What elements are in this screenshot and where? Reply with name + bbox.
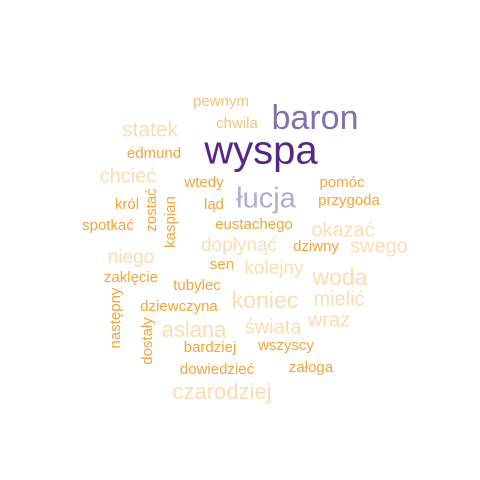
word-chcieć: chcieć: [100, 165, 157, 187]
word-zaklęcie: zaklęcie: [104, 269, 158, 286]
word-niego: niego: [108, 247, 155, 268]
word-wraz: wraz: [307, 309, 350, 331]
word-dopłynąć: dopłynąć: [201, 235, 277, 256]
word-bardziej: bardziej: [184, 339, 237, 356]
word-przygoda: przygoda: [318, 192, 380, 209]
word-spotkać: spotkać: [82, 217, 134, 234]
word-król: król: [115, 196, 139, 213]
word-świata: świata: [245, 316, 303, 338]
word-tubylec: tubylec: [173, 277, 221, 294]
word-woda: woda: [312, 264, 368, 290]
word-aslana: aslana: [162, 317, 228, 342]
word-załoga: załoga: [289, 359, 334, 376]
word-wtedy: wtedy: [183, 174, 224, 191]
word-eustachego: eustachego: [215, 216, 293, 233]
word-dziwny: dziwny: [293, 238, 339, 255]
word-edmund: edmund: [127, 145, 181, 162]
word-dziewczyna: dziewczyna: [140, 298, 218, 315]
word-mielić: mielić: [313, 288, 364, 310]
word-sen: sen: [210, 256, 234, 273]
word-pewnym: pewnym: [193, 93, 249, 110]
word-wyspa: wyspa: [203, 129, 318, 173]
word-statek: statek: [122, 119, 179, 142]
word-wszyscy: wszyscy: [257, 337, 314, 354]
word-pomóc: pomóc: [319, 174, 365, 191]
word-swego: swego: [350, 235, 408, 257]
word-zostać: zostać: [143, 188, 160, 232]
word-ląd: ląd: [204, 196, 224, 213]
word-dostały: dostały: [139, 317, 156, 365]
word-okazać: okazać: [311, 219, 374, 241]
word-kaspian: kaspian: [162, 196, 179, 248]
word-następny: następny: [107, 287, 124, 348]
word-kolejny: kolejny: [244, 258, 304, 279]
word-łucja: łucja: [236, 183, 297, 215]
word-baron: baron: [272, 99, 359, 137]
word-dowiedzieć: dowiedzieć: [180, 361, 255, 378]
word-chwila: chwila: [216, 115, 258, 132]
word-koniec: koniec: [232, 287, 298, 313]
word-czarodziej: czarodziej: [172, 379, 271, 404]
